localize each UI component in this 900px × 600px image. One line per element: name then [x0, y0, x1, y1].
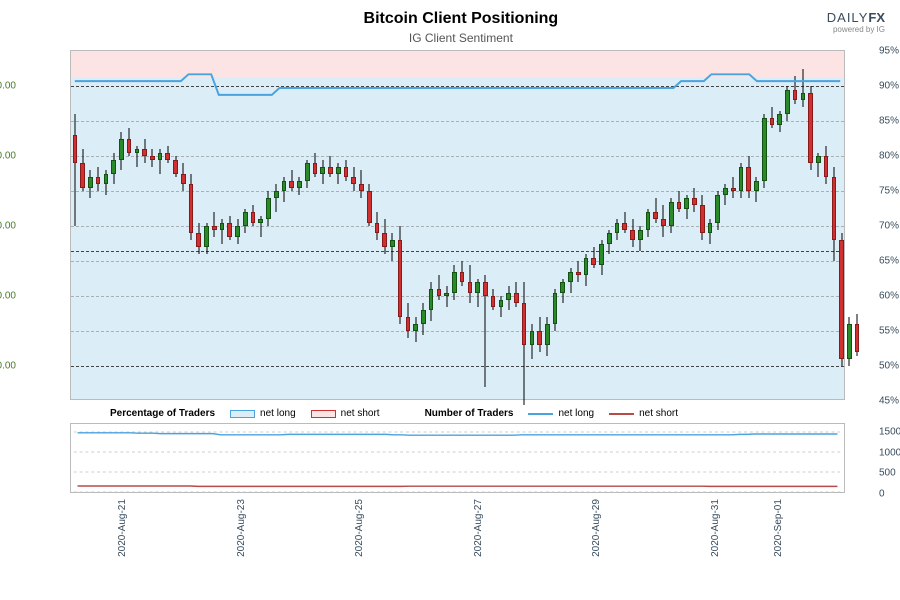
legend-net-short-pct: net short [311, 408, 380, 419]
long-line-icon [528, 413, 553, 415]
legend-net-short-num: net short [609, 408, 678, 419]
main-candlestick-chart: 11200.0011400.0011600.0011800.0012000.00… [70, 50, 845, 400]
short-box-icon [311, 410, 336, 418]
short-bg-region [71, 51, 844, 79]
long-bg-region [71, 77, 844, 399]
trader-count-lines [71, 424, 844, 492]
header: Bitcoin Client Positioning IG Client Sen… [15, 10, 885, 45]
trader-count-chart: 050010001500 [70, 423, 845, 493]
main-title: Bitcoin Client Positioning [95, 10, 827, 28]
pct-traders-label: Percentage of Traders [110, 408, 215, 419]
num-traders-label: Number of Traders [425, 408, 514, 419]
long-box-icon [230, 410, 255, 418]
subtitle: IG Client Sentiment [95, 31, 827, 45]
legend-net-long-pct: net long [230, 408, 296, 419]
legend: Percentage of Traders net long net short… [110, 408, 845, 419]
logo: DAILYFX powered by IG [827, 10, 885, 34]
legend-net-long-num: net long [528, 408, 594, 419]
x-axis-date-labels: 2020-Aug-212020-Aug-232020-Aug-252020-Au… [70, 498, 845, 578]
short-line-icon [609, 413, 634, 415]
